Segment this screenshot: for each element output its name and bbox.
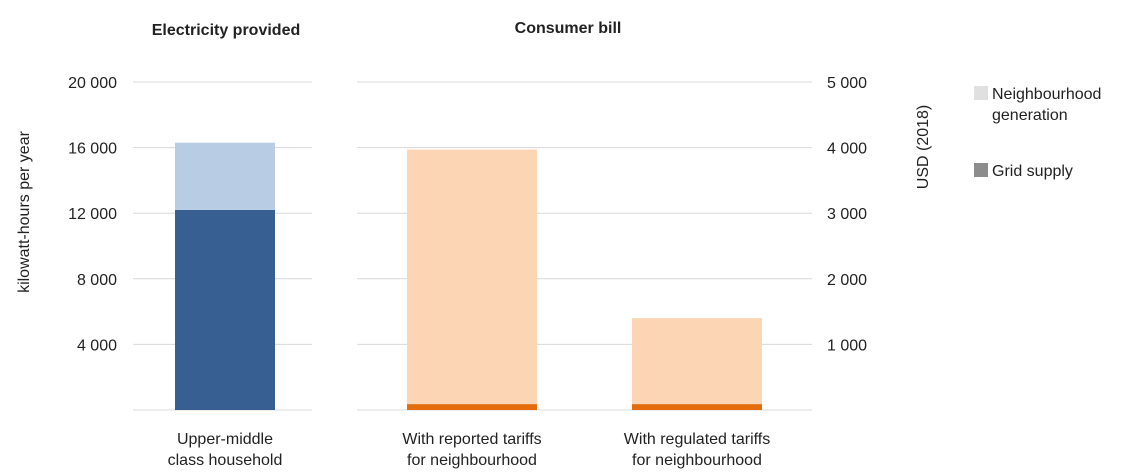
right-category-label: With regulated tariffs xyxy=(624,431,770,448)
left-category-label: class household xyxy=(168,452,283,469)
left-bars xyxy=(175,142,275,410)
right-y-axis-title: USD (2018) xyxy=(915,105,932,189)
left-y-axis-title: kilowatt-hours per year xyxy=(16,130,33,293)
left-y-tick-label: 12 000 xyxy=(68,206,117,223)
legend-label: Neighbourhood xyxy=(992,86,1101,103)
left-y-tick-label: 16 000 xyxy=(68,141,117,158)
right-categories: With reported tariffs for neighbourhood Wi… xyxy=(402,431,770,469)
right-category-label: for neighbourhood xyxy=(632,452,762,469)
right-y-tick-label: 3 000 xyxy=(827,206,867,223)
right-category-label: for neighbourhood xyxy=(407,452,537,469)
electricity-panel-title: Electricity provided xyxy=(152,22,301,39)
left-categories: Upper-middle class household xyxy=(168,431,283,469)
right-y-ticks: 5 000 4 000 3 000 2 000 1 000 xyxy=(827,75,867,354)
left-y-tick-label: 8 000 xyxy=(77,272,117,289)
consumer-bill-panel-title: Consumer bill xyxy=(515,20,622,37)
right-bar-grid-supply xyxy=(407,404,537,410)
electricity-provided-panel: Electricity provided 20 000 16 000 12 000 8… xyxy=(16,22,312,469)
right-y-tick-label: 4 000 xyxy=(827,141,867,158)
left-category-label: Upper-middle xyxy=(177,431,273,448)
right-bars xyxy=(407,149,762,410)
left-y-ticks: 20 000 16 000 12 000 8 000 4 000 xyxy=(68,75,117,354)
legend-swatch xyxy=(974,163,988,177)
left-bar-neighbourhood-generation xyxy=(175,142,275,210)
right-y-tick-label: 2 000 xyxy=(827,272,867,289)
legend-label: generation xyxy=(992,107,1068,124)
left-y-tick-label: 4 000 xyxy=(77,337,117,354)
legend-label: Grid supply xyxy=(992,163,1073,180)
right-bar-grid-supply xyxy=(632,404,762,410)
left-bar-grid-supply xyxy=(175,209,275,410)
right-bar-neighbourhood-generation xyxy=(407,149,537,405)
left-y-tick-label: 20 000 xyxy=(68,75,117,92)
right-y-tick-label: 5 000 xyxy=(827,75,867,92)
legend: Neighbourhood generation Grid supply xyxy=(974,86,1101,180)
right-category-label: With reported tariffs xyxy=(402,431,541,448)
right-y-tick-label: 1 000 xyxy=(827,337,867,354)
legend-swatch xyxy=(974,86,988,100)
right-bar-neighbourhood-generation xyxy=(632,318,762,405)
